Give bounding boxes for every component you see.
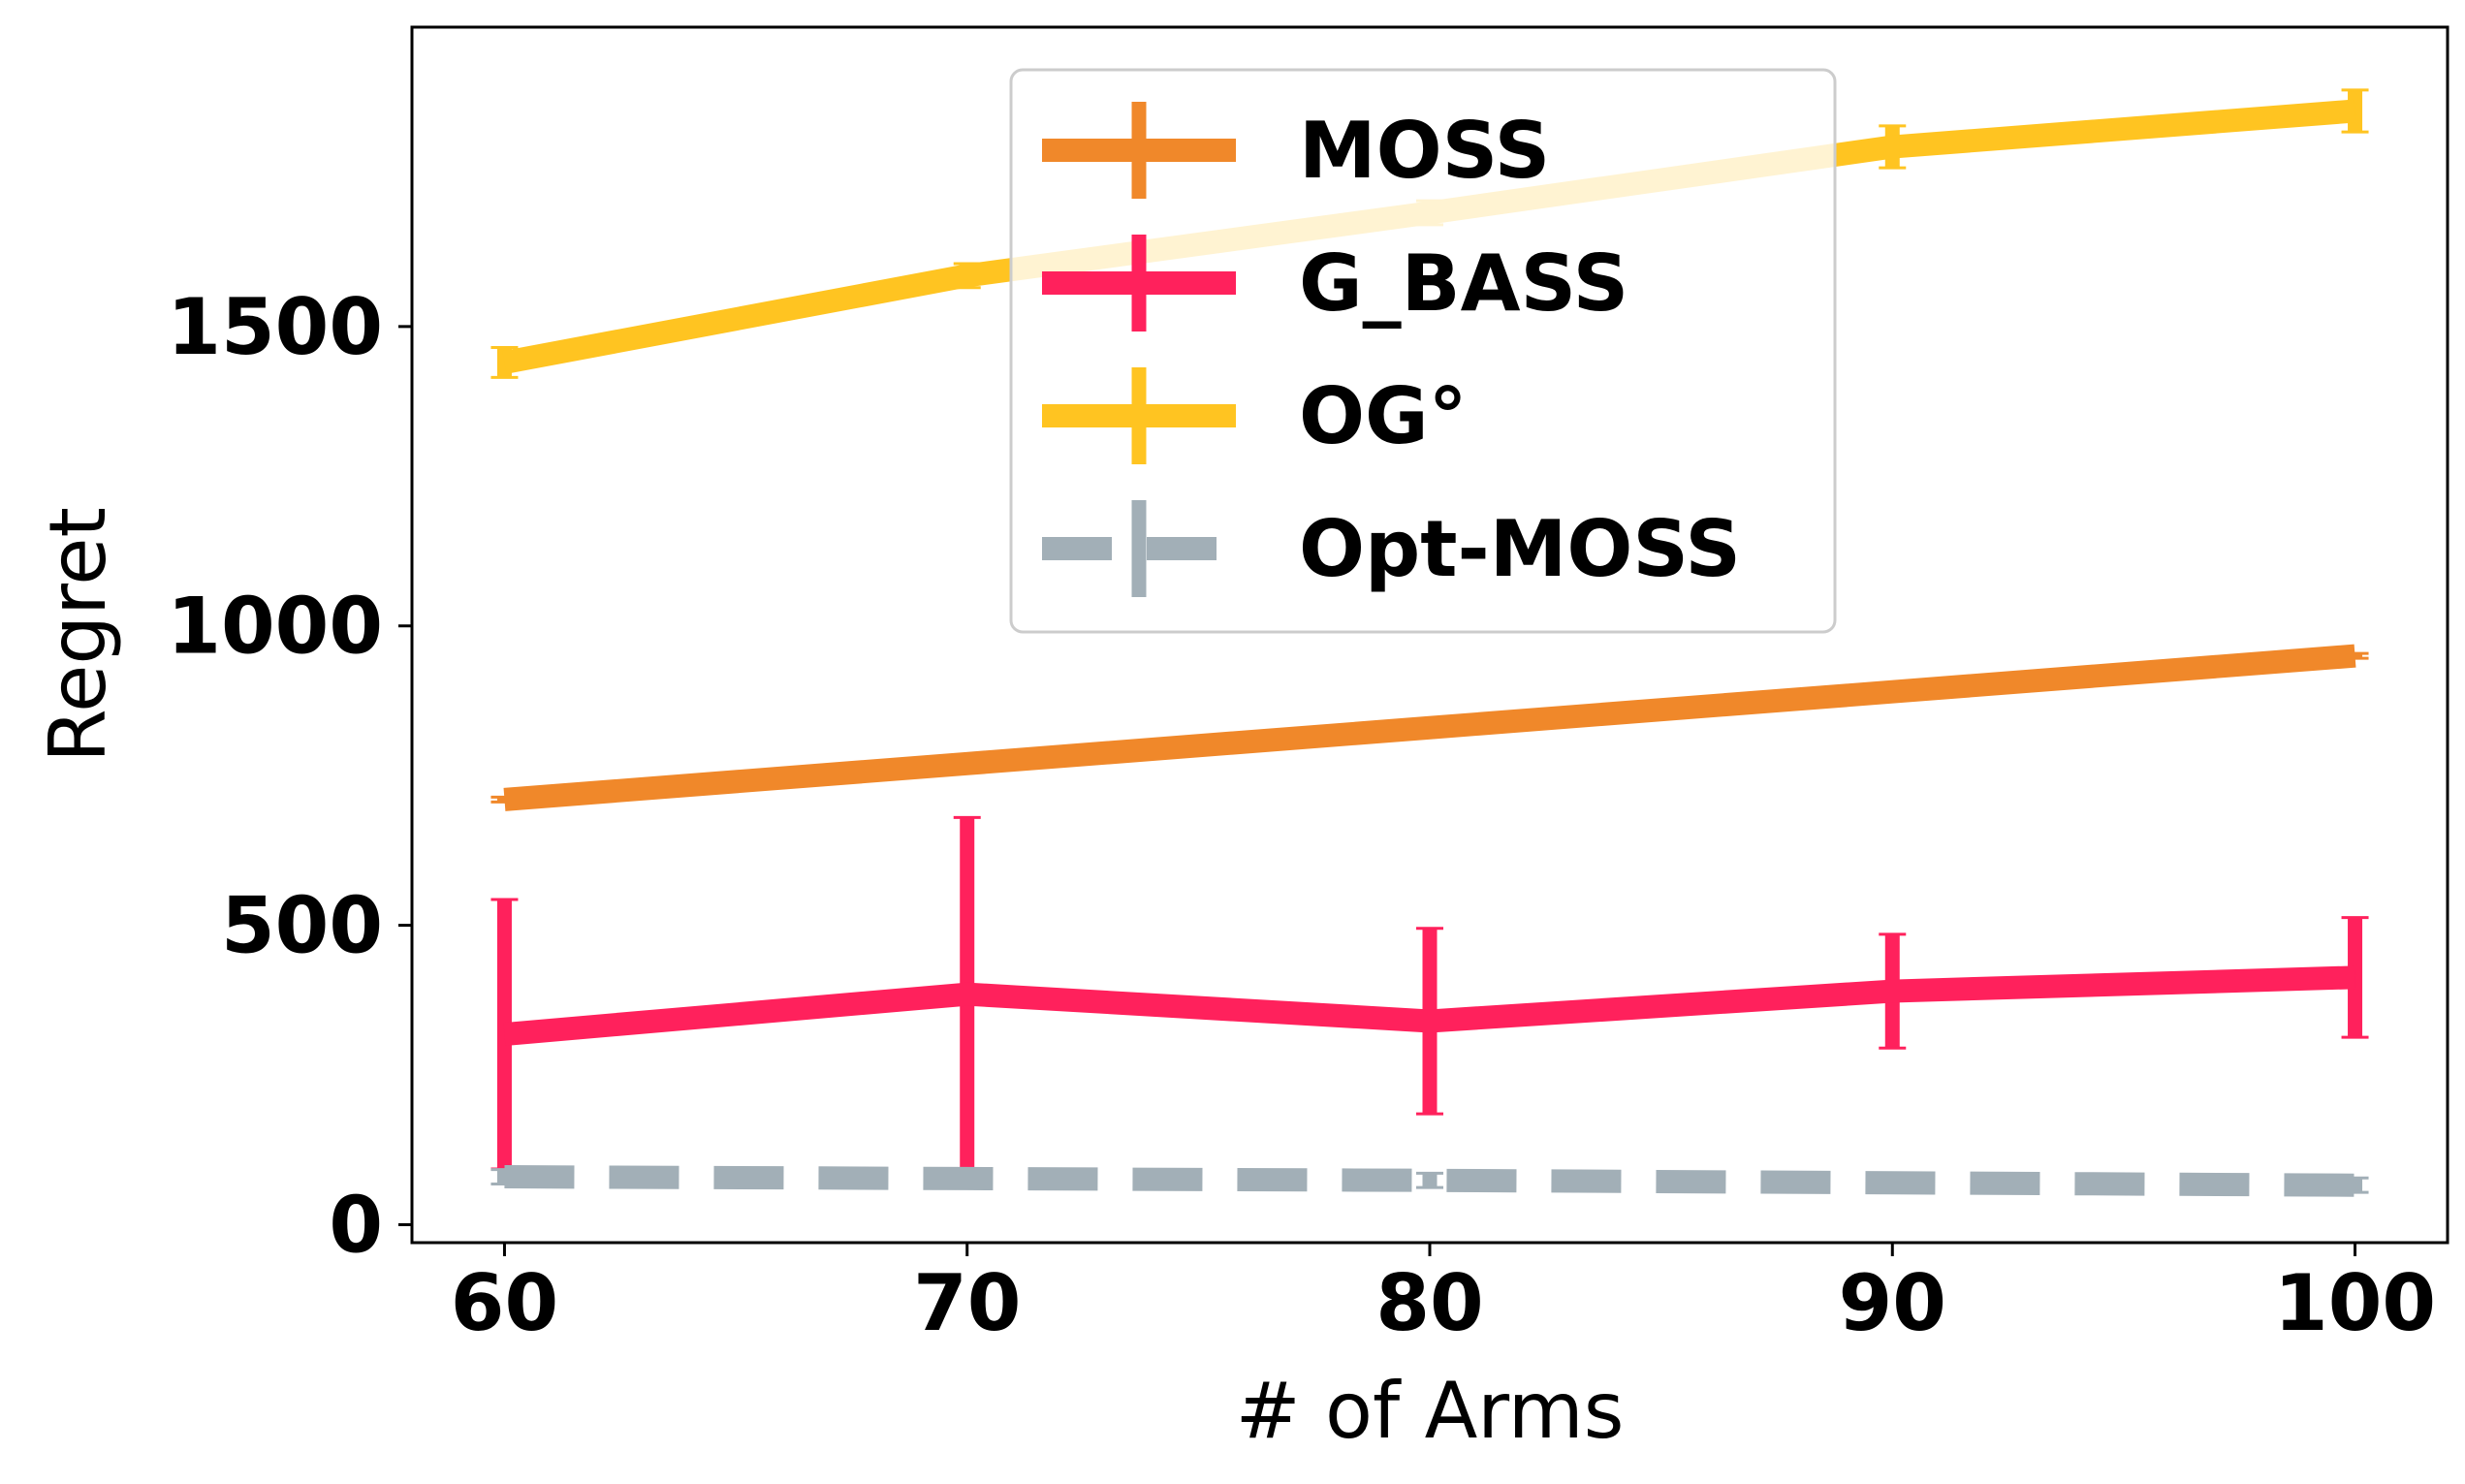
x-tick-label: 80 xyxy=(1375,1258,1483,1348)
y-axis: 0 500 1000 1500 xyxy=(167,282,412,1270)
x-tick-label: 90 xyxy=(1839,1258,1946,1348)
y-tick-label: 500 xyxy=(221,881,383,971)
series-opt-moss xyxy=(490,1165,2369,1197)
legend-label: G_BASS xyxy=(1299,238,1628,329)
series-line xyxy=(503,644,2356,811)
series-line xyxy=(503,965,2355,1046)
legend-label: MOSS xyxy=(1299,106,1550,196)
legend-item: G_BASS xyxy=(1042,235,1628,332)
y-axis-label: Regret xyxy=(33,507,123,763)
x-tick-label: 70 xyxy=(913,1258,1021,1348)
y-tick-label: 1000 xyxy=(167,582,383,672)
legend-item: Opt-MOSS xyxy=(1042,500,1741,597)
legend-item: OG° xyxy=(1042,367,1468,464)
legend-box xyxy=(1009,68,1837,634)
legend: MOSS G_BASS OG° Opt-MOSS xyxy=(1009,68,1837,634)
y-tick-label: 1500 xyxy=(167,282,383,372)
x-tick-label: 60 xyxy=(451,1258,558,1348)
legend-label: Opt-MOSS xyxy=(1299,504,1741,594)
x-tick-label: 100 xyxy=(2274,1258,2436,1348)
legend-label: OG° xyxy=(1299,371,1468,461)
x-axis: 60 70 80 90 100 xyxy=(451,1243,2436,1348)
legend-item: MOSS xyxy=(1042,102,1550,199)
series-g-bass xyxy=(490,815,2369,1173)
y-tick-label: 0 xyxy=(329,1180,383,1270)
series-moss xyxy=(490,644,2369,811)
x-axis-label: # of Arms xyxy=(1236,1366,1625,1456)
